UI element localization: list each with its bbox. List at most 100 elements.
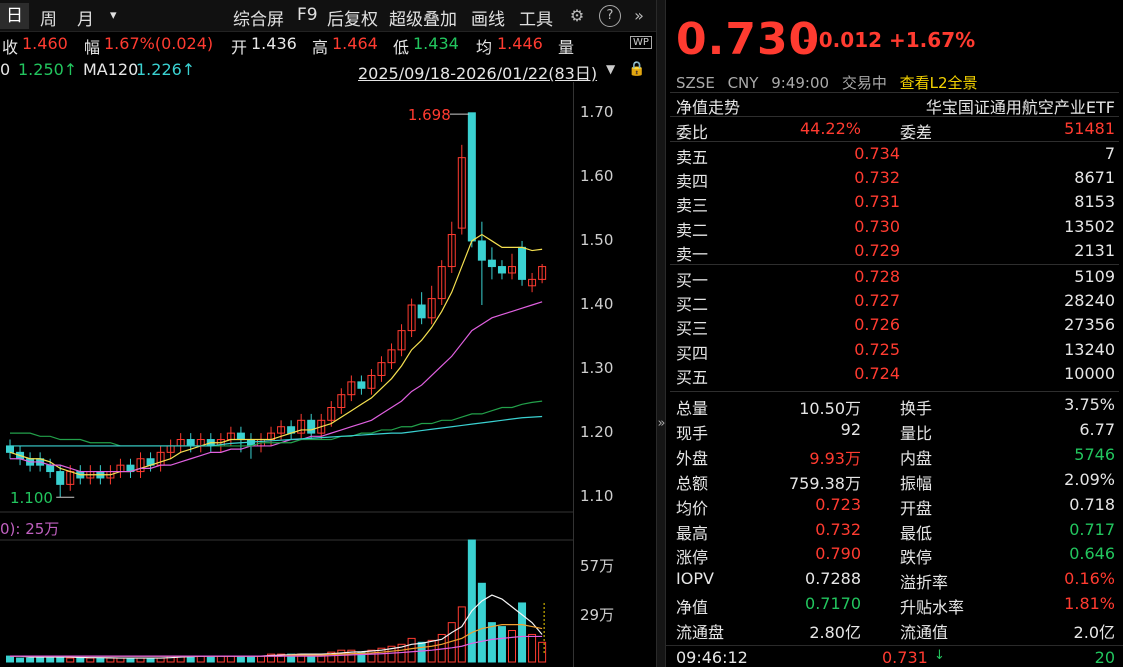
volume-bar (16, 657, 25, 663)
bid-row[interactable]: 买三 0.726 27356 (666, 313, 1123, 338)
tab-week[interactable]: 周 (40, 10, 57, 30)
high-price-label: 1.698 (408, 106, 451, 124)
candle-body (277, 426, 286, 434)
candle-body (347, 381, 356, 396)
tools-button[interactable]: 工具 (519, 10, 553, 30)
stat-value: 5746 (1074, 444, 1115, 464)
bid-row[interactable]: 买二 0.727 28240 (666, 289, 1123, 314)
panel-divider[interactable] (656, 0, 666, 667)
ask-label: 卖四 (676, 172, 709, 192)
stat-label: 溢折率 (900, 573, 949, 593)
expand-chevron-icon[interactable]: » (657, 416, 666, 431)
range-label: 幅 (84, 38, 101, 57)
bid-price: 0.725 (854, 339, 900, 359)
candle-body (236, 432, 245, 441)
candle-body (518, 246, 527, 280)
ask-label: 卖一 (676, 244, 709, 264)
wp-badge[interactable]: WP (630, 36, 652, 49)
stat-value: 0.723 (815, 494, 861, 514)
stat-label: 流通值 (900, 623, 949, 643)
composite-screen-button[interactable]: 综合屏 (233, 10, 284, 30)
volume-bar (26, 657, 35, 663)
ma120-value: 1.226↑ (136, 60, 196, 79)
ask-volume: 13502 (1064, 216, 1115, 236)
stat-value: 10.50万 (799, 399, 861, 418)
kline-chart[interactable]: 1.698 1.100 (0, 82, 656, 667)
volume-bar (407, 637, 416, 663)
y-tick-label: 1.10 (580, 487, 614, 506)
avg-value: 1.446 (497, 34, 543, 53)
stat-value: 0.16% (1064, 569, 1115, 589)
bid-row[interactable]: 买四 0.725 13240 (666, 338, 1123, 363)
ask-row[interactable]: 卖二 0.730 13502 (666, 215, 1123, 240)
divider (670, 141, 1119, 142)
candle-body (357, 381, 366, 389)
dropdown-triangle-icon[interactable]: ▼ (606, 62, 616, 76)
volume-bar (467, 539, 476, 663)
y-tick-label: 1.70 (580, 102, 614, 121)
candle-body (487, 259, 496, 268)
ask-row[interactable]: 卖三 0.731 8153 (666, 190, 1123, 215)
ma120-label: MA120 (83, 60, 139, 79)
y-tick-label: 1.30 (580, 359, 614, 378)
bid-volume: 27356 (1064, 315, 1115, 335)
candle-body (538, 266, 547, 280)
nav-trend-link[interactable]: 净值走势 (676, 98, 741, 117)
candle-body (427, 298, 436, 319)
bid-row[interactable]: 买五 0.724 10000 (666, 362, 1123, 387)
bid-price: 0.728 (854, 267, 900, 286)
volume-bar (477, 582, 486, 663)
adjust-button[interactable]: 后复权 (327, 10, 378, 30)
stat-value: 0.718 (1069, 494, 1115, 514)
date-range[interactable]: 2025/09/18-2026/01/22(83日) (358, 64, 598, 83)
volume-bar (387, 645, 396, 663)
tab-day[interactable]: 日 (0, 3, 29, 29)
candle-body (437, 266, 446, 300)
volume-bar (66, 657, 75, 663)
stats-row: 现手 92 量比 6.77 (666, 418, 1123, 443)
volume-ma-line (10, 594, 543, 659)
stat-label: 净值 (676, 598, 709, 618)
quote-time: 9:49:00 (771, 74, 830, 92)
chart-toolbar: 日 周 月 ▾ 综合屏 F9 后复权 超级叠加 画线 工具 ⚙ ? » (0, 0, 656, 32)
stat-value: 1.81% (1064, 594, 1115, 614)
stat-label: 外盘 (676, 448, 709, 468)
gear-icon[interactable]: ⚙ (569, 6, 585, 25)
bid-price: 0.726 (854, 315, 900, 335)
currency-code: CNY (727, 74, 759, 92)
stat-label: 开盘 (900, 498, 933, 518)
stat-label: 内盘 (900, 448, 933, 468)
stat-value: 0.646 (1069, 544, 1115, 564)
overlay-button[interactable]: 超级叠加 (389, 10, 457, 30)
help-icon[interactable]: ? (599, 5, 621, 27)
ask-row[interactable]: 卖四 0.732 8671 (666, 166, 1123, 192)
low-value: 1.434 (413, 34, 459, 53)
volume-bar (236, 655, 245, 663)
stat-label: 均价 (676, 498, 709, 518)
volume-tick-label: 29万 (580, 606, 615, 624)
candle-body (307, 419, 316, 434)
tick-time: 09:46:12 (676, 648, 748, 667)
bid-row[interactable]: 买一 0.728 5109 (666, 265, 1123, 290)
candle-body (508, 266, 516, 274)
ask-row[interactable]: 卖五 0.734 7 (666, 142, 1123, 167)
ma-a-value: 1.250↑ (18, 60, 78, 79)
double-chevron-right-icon[interactable]: » (634, 6, 644, 25)
ma-line (10, 301, 543, 473)
lock-icon[interactable]: 🔒 (628, 61, 646, 77)
volume-bar (337, 649, 346, 663)
period-dropdown-icon[interactable]: ▾ (110, 8, 117, 23)
stat-value: 6.77 (1079, 419, 1115, 439)
stats-row: 总额 759.38万 振幅 2.09% (666, 468, 1123, 493)
stat-label: IOPV (676, 569, 714, 589)
avg-label: 均 (476, 38, 493, 57)
tab-month[interactable]: 月 (77, 10, 94, 30)
stat-value: 0.717 (1069, 519, 1115, 539)
ma-line: 0 1.250↑ MA120 1.226↑ 2025/09/18-2026/01… (0, 58, 656, 83)
draw-button[interactable]: 画线 (471, 10, 505, 30)
f9-button[interactable]: F9 (297, 5, 318, 25)
diff-value: 51481 (1064, 119, 1115, 138)
l2-panorama-link[interactable]: 查看L2全景 (899, 74, 978, 92)
ask-row[interactable]: 卖一 0.729 2131 (666, 239, 1123, 264)
stat-label: 量比 (900, 423, 933, 443)
